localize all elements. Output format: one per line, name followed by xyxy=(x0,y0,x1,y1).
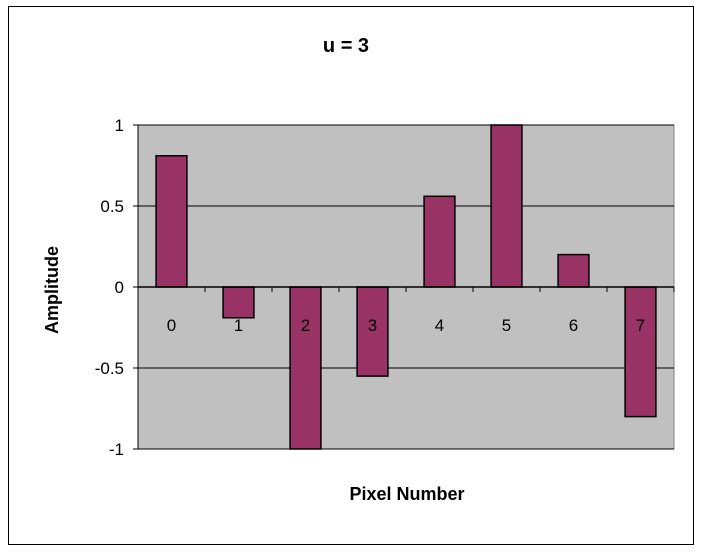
y-axis-ticks: 1 0.5 0 -0.5 -1 xyxy=(95,116,139,459)
x-tick-label: 3 xyxy=(368,316,377,335)
y-axis-title: Amplitude xyxy=(42,246,62,334)
bar xyxy=(490,124,523,288)
bar xyxy=(423,195,456,288)
x-tick-label: 5 xyxy=(502,316,511,335)
y-tick-label: -1 xyxy=(109,440,124,459)
x-tick-label: 7 xyxy=(636,316,645,335)
x-tick-label: 1 xyxy=(234,316,243,335)
x-axis-title: Pixel Number xyxy=(349,484,464,504)
x-tick-label: 2 xyxy=(301,316,310,335)
x-axis-ticks: 0 1 2 3 4 5 6 7 xyxy=(137,287,675,335)
bar xyxy=(624,286,657,418)
gridlines xyxy=(138,124,674,450)
bar xyxy=(289,286,322,450)
y-tick-label: 0 xyxy=(115,278,124,297)
x-tick-label: 6 xyxy=(569,316,578,335)
x-tick-label: 4 xyxy=(435,316,444,335)
bar xyxy=(557,253,590,288)
bar xyxy=(155,155,188,288)
y-tick-label: 1 xyxy=(115,116,124,135)
y-tick-label: -0.5 xyxy=(95,359,124,378)
chart-title: u = 3 xyxy=(323,35,369,57)
y-tick-label: 0.5 xyxy=(100,197,124,216)
bars xyxy=(155,124,657,450)
x-tick-label: 0 xyxy=(167,316,176,335)
bar xyxy=(222,286,255,319)
